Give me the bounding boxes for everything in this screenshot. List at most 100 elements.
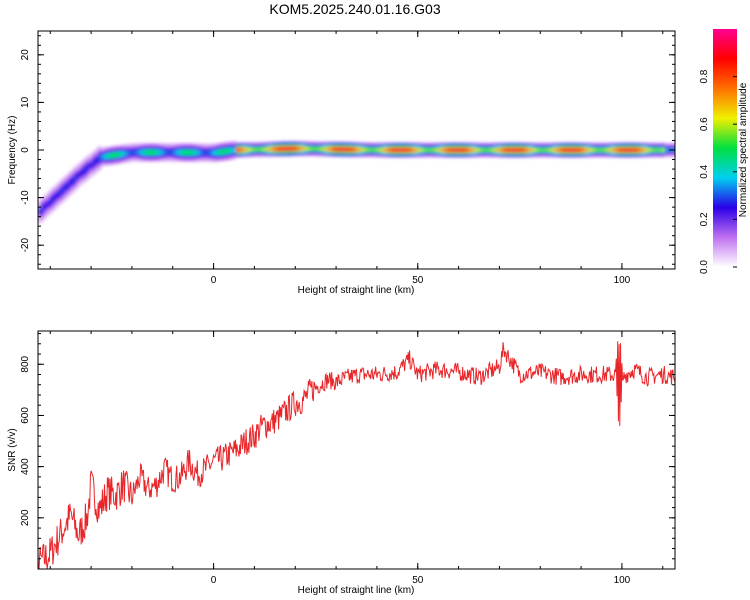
heatmap-cell (263, 148, 267, 151)
colorbar-label: Normalized spectral amplitude (738, 82, 749, 217)
heatmap-cell (224, 149, 228, 153)
heatmap-cell (473, 148, 477, 152)
heatmap-cell (581, 148, 585, 152)
spectrogram-heatmap (38, 141, 675, 224)
colorbar-tick-label: 0.8 (699, 69, 710, 83)
heatmap-cell (482, 148, 486, 152)
heatmap-cell (416, 148, 420, 152)
heatmap-cell (320, 147, 324, 151)
heatmap-cell (425, 148, 429, 152)
heatmap-cell (632, 148, 636, 152)
heatmap-cell (539, 148, 543, 152)
heatmap-cell (440, 148, 444, 152)
heatmap-cell (314, 147, 318, 151)
heatmap-cell (110, 154, 114, 158)
x-tick-label: 50 (412, 275, 424, 286)
heatmap-cell (458, 148, 462, 152)
heatmap-cell (350, 148, 354, 151)
heatmap-cell (431, 148, 435, 152)
heatmap-cell (71, 179, 75, 184)
heatmap-cell (509, 148, 513, 152)
y-tick-label: 10 (20, 96, 31, 108)
heatmap-cell (545, 148, 549, 152)
heatmap-cell (608, 148, 612, 152)
heatmap-cell (374, 148, 378, 152)
heatmap-cell (236, 148, 240, 152)
heatmap-cell (44, 204, 48, 209)
heatmap-cell (155, 150, 159, 154)
heatmap-cell (533, 148, 537, 152)
heatmap-cell (497, 148, 501, 152)
heatmap-cell (566, 148, 570, 152)
heatmap-cell (257, 148, 261, 151)
y-tick-label: 600 (20, 407, 31, 424)
heatmap-cell (296, 147, 300, 150)
heatmap-cell (242, 148, 246, 151)
heatmap-cell (326, 147, 330, 151)
heatmap-cell (98, 156, 102, 161)
colorbar-tick-label: 0.4 (699, 164, 710, 178)
heatmap-cell (398, 148, 402, 152)
heatmap-cell (470, 148, 474, 152)
heatmap-cell (587, 148, 591, 152)
heatmap-cell (278, 147, 282, 151)
heatmap-cell (659, 148, 663, 152)
heatmap-cell (479, 148, 483, 152)
heatmap-cell (293, 147, 297, 150)
heatmap-cell (203, 151, 207, 155)
heatmap-cell (383, 148, 387, 152)
snr-axes: 0 50 100 200 400 600 800 (20, 331, 675, 586)
heatmap-cell (200, 151, 204, 155)
heatmap-cell (575, 148, 579, 152)
heatmap-cell (218, 150, 222, 154)
heatmap-cell (551, 148, 555, 152)
heatmap-cell (167, 150, 171, 154)
y-tick-label: 20 (20, 49, 31, 61)
heatmap-cell (170, 150, 174, 154)
x-tick-label: 0 (211, 575, 217, 586)
y-tick-label: -20 (20, 238, 31, 253)
heatmap-cell (641, 148, 645, 152)
heatmap-cell (644, 148, 648, 152)
heatmap-cell (593, 148, 597, 152)
heatmap-cell (371, 148, 375, 152)
heatmap-cell (248, 148, 252, 151)
heatmap-cell (272, 147, 276, 151)
heatmap-cell (614, 148, 618, 152)
heatmap-cell (287, 147, 291, 150)
heatmap-cell (323, 147, 327, 151)
heatmap-cell (140, 150, 144, 154)
heatmap-cell (113, 153, 117, 157)
heatmap-cell (290, 147, 294, 150)
heatmap-cell (368, 148, 372, 151)
heatmap-cell (524, 148, 528, 152)
heatmap-cell (182, 150, 186, 154)
heatmap-cell (557, 148, 561, 152)
heatmap-cell (101, 155, 105, 159)
y-tick-label: -10 (20, 190, 31, 205)
colorbar-tick-label: 0.2 (699, 212, 710, 226)
heatmap-cell (317, 147, 321, 151)
x-tick-label: 0 (211, 275, 217, 286)
colorbar-tick-label: 0.6 (699, 117, 710, 131)
heatmap-cell (653, 148, 657, 152)
heatmap-cell (161, 150, 165, 154)
heatmap-cell (563, 148, 567, 152)
heatmap-cell (266, 148, 270, 151)
heatmap-cell (134, 150, 138, 154)
spectrogram-panel: 0 50 100 -20 -10 0 10 20 Height of straight lin… (7, 30, 676, 296)
heatmap-cell (590, 148, 594, 152)
heatmap-cell (449, 148, 453, 152)
heatmap-cell (254, 148, 258, 151)
heatmap-cell (41, 207, 45, 212)
heatmap-cell (623, 148, 627, 152)
heatmap-cell (443, 148, 447, 152)
colorbar-tick-label: 0.0 (699, 260, 710, 274)
heatmap-cell (518, 148, 522, 152)
heatmap-cell (578, 148, 582, 152)
heatmap-cell (536, 148, 540, 152)
heatmap-cell (572, 148, 576, 152)
heatmap-cell (176, 150, 180, 154)
heatmap-cell (239, 148, 243, 152)
heatmap-cell (230, 149, 234, 153)
